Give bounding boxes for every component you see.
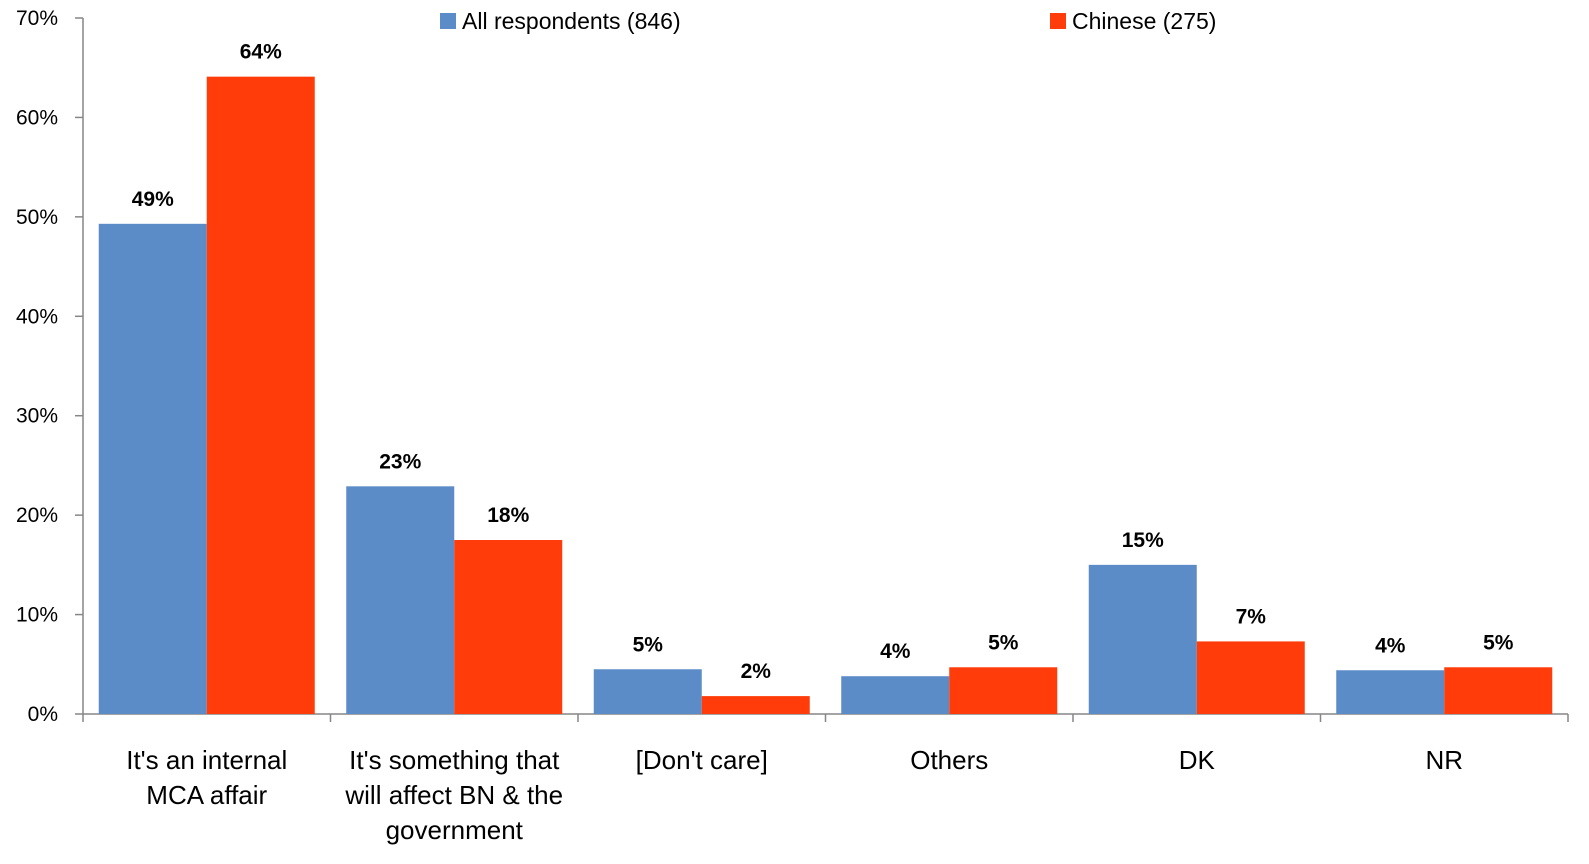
data-label: 5% <box>1483 631 1514 654</box>
category-label: It's something that will affect BN & the g… <box>344 745 563 845</box>
data-label: 15% <box>1122 529 1164 552</box>
y-tick-label: 60% <box>16 106 58 129</box>
data-label: 7% <box>1236 605 1267 628</box>
data-label: 5% <box>988 631 1019 654</box>
legend-swatch <box>1050 13 1066 29</box>
category-label: [Don't care] <box>636 745 768 775</box>
data-label: 49% <box>132 188 174 211</box>
bar <box>346 486 455 714</box>
bar <box>701 696 810 714</box>
bar <box>206 76 315 715</box>
bar <box>1088 564 1197 714</box>
y-tick-label: 50% <box>16 206 58 229</box>
data-label: 5% <box>633 633 664 656</box>
bar <box>593 669 702 714</box>
y-tick-label: 70% <box>16 7 58 30</box>
legend-swatch <box>440 13 456 29</box>
bar <box>98 223 207 714</box>
y-tick-label: 10% <box>16 604 58 627</box>
data-label: 64% <box>240 41 282 64</box>
category-label: Others <box>910 745 988 775</box>
bar <box>1336 670 1445 714</box>
category-label: NR <box>1425 745 1463 775</box>
bar <box>1196 641 1305 714</box>
y-tick-label: 30% <box>16 405 58 428</box>
data-label: 2% <box>741 660 772 683</box>
bar <box>841 676 950 714</box>
legend-label: Chinese (275) <box>1072 8 1216 34</box>
y-tick-label: 0% <box>28 703 58 726</box>
bar <box>454 540 563 714</box>
legend-label: All respondents (846) <box>462 8 681 34</box>
bar <box>949 667 1058 714</box>
data-label: 4% <box>880 640 911 663</box>
data-label: 23% <box>379 450 421 473</box>
data-label: 18% <box>487 504 529 527</box>
category-label: It's an internal MCA affair <box>126 745 287 810</box>
bar <box>1444 667 1553 714</box>
category-label: DK <box>1179 745 1216 775</box>
y-tick-label: 20% <box>16 504 58 527</box>
data-label: 4% <box>1375 634 1406 657</box>
y-tick-label: 40% <box>16 305 58 328</box>
